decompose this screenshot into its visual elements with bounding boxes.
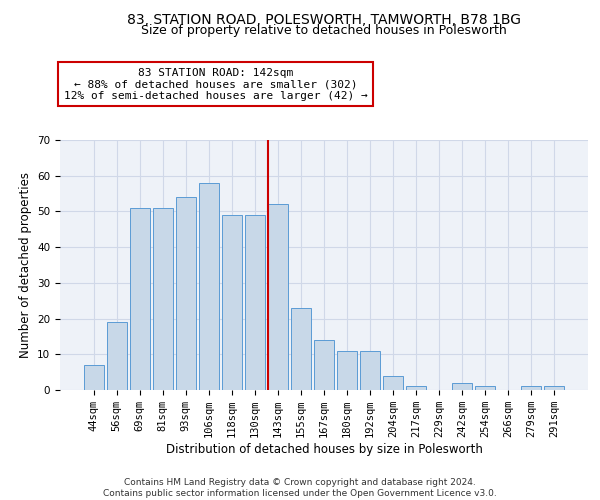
Bar: [84, 365, 104, 390]
Bar: [452, 383, 472, 390]
Bar: [360, 350, 380, 390]
Text: 83 STATION ROAD: 142sqm
← 88% of detached houses are smaller (302)
12% of semi-d: 83 STATION ROAD: 142sqm ← 88% of detache…: [64, 68, 368, 100]
Bar: [222, 215, 242, 390]
Bar: [521, 386, 541, 390]
Text: Contains HM Land Registry data © Crown copyright and database right 2024.
Contai: Contains HM Land Registry data © Crown c…: [103, 478, 497, 498]
Bar: [199, 183, 218, 390]
Y-axis label: Number of detached properties: Number of detached properties: [19, 172, 32, 358]
Bar: [475, 386, 495, 390]
Bar: [291, 308, 311, 390]
Bar: [107, 322, 127, 390]
Bar: [176, 197, 196, 390]
Bar: [130, 208, 149, 390]
Bar: [153, 208, 173, 390]
Bar: [268, 204, 288, 390]
Bar: [406, 386, 426, 390]
Text: Size of property relative to detached houses in Polesworth: Size of property relative to detached ho…: [141, 24, 507, 37]
Bar: [314, 340, 334, 390]
Text: 83, STATION ROAD, POLESWORTH, TAMWORTH, B78 1BG: 83, STATION ROAD, POLESWORTH, TAMWORTH, …: [127, 12, 521, 26]
Bar: [544, 386, 564, 390]
Bar: [337, 350, 357, 390]
Bar: [245, 215, 265, 390]
Bar: [383, 376, 403, 390]
X-axis label: Distribution of detached houses by size in Polesworth: Distribution of detached houses by size …: [166, 443, 482, 456]
